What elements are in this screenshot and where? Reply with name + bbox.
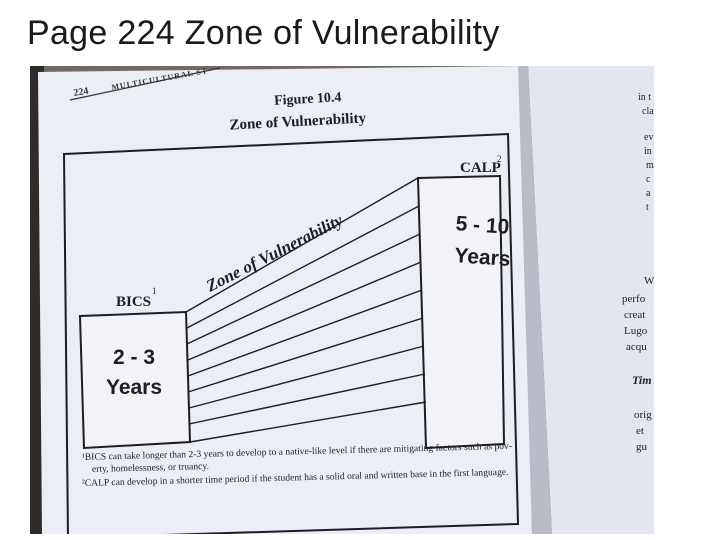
zone-line-3 [186,233,421,345]
bics-years-range: 2 - 3 [113,346,155,369]
right-fragment-8: t [646,202,649,213]
page-gutter [518,66,552,534]
figure-title: Zone of Vulnerability [229,110,367,133]
zone-lines [185,177,427,443]
right-fragment-6: c [646,174,651,185]
right-fragment-3: ev [644,132,653,143]
zone-line-6 [187,317,424,393]
right-fragment-11: creat [624,309,645,321]
calp-label: CALP [460,160,501,176]
running-head-rule [69,67,221,101]
right-fragment-5: m [646,160,654,171]
right-fragment-15: orig [634,409,652,421]
right-fragment-1: in t [638,92,651,103]
bics-years-word: Years [106,376,162,399]
zone-line-8 [188,373,426,425]
book-photo-graphic: 224 MULTICULTURAL ST Figure 10.4 Zone of… [30,66,654,534]
zone-line-7 [188,345,425,409]
zone-line-4 [187,261,422,361]
page-number: 224 [73,86,90,99]
calp-superscript: 2 [497,154,502,164]
calp-years-range: 5 - 10 [455,212,510,239]
right-page [528,66,654,534]
right-fragment-2: cla [642,106,654,117]
bics-label: BICS [116,294,151,310]
right-fragment-7: a [646,188,651,199]
figure-number: Figure 10.4 [274,90,342,109]
right-fragment-17: gu [636,441,648,453]
zone-line-5 [187,289,423,377]
right-fragment-4: in [644,146,652,157]
zone-line-2 [186,205,420,329]
bics-superscript: 1 [152,286,157,296]
right-fragment-12: Lugo [624,325,648,337]
zone-line-1 [185,177,419,313]
right-fragment-13: acqu [626,341,647,353]
figure-frame [62,132,520,534]
right-fragment-16: et [636,425,644,437]
slide-title: Page 224 Zone of Vulnerability [27,14,500,52]
footnote-1-line-2: erty, homelessness, or truancy. [92,461,209,475]
right-page-text: in t cla ev in m c a t W perfo creat Lug… [622,92,654,453]
calp-box [416,174,506,450]
right-fragment-10: perfo [622,293,646,305]
right-fragment-9: W [644,275,654,287]
book-photo: 224 MULTICULTURAL ST Figure 10.4 Zone of… [30,66,654,534]
zone-line-9 [189,401,427,443]
calp-years-word: Years [454,244,512,271]
right-fragment-14: Tim [632,373,652,387]
